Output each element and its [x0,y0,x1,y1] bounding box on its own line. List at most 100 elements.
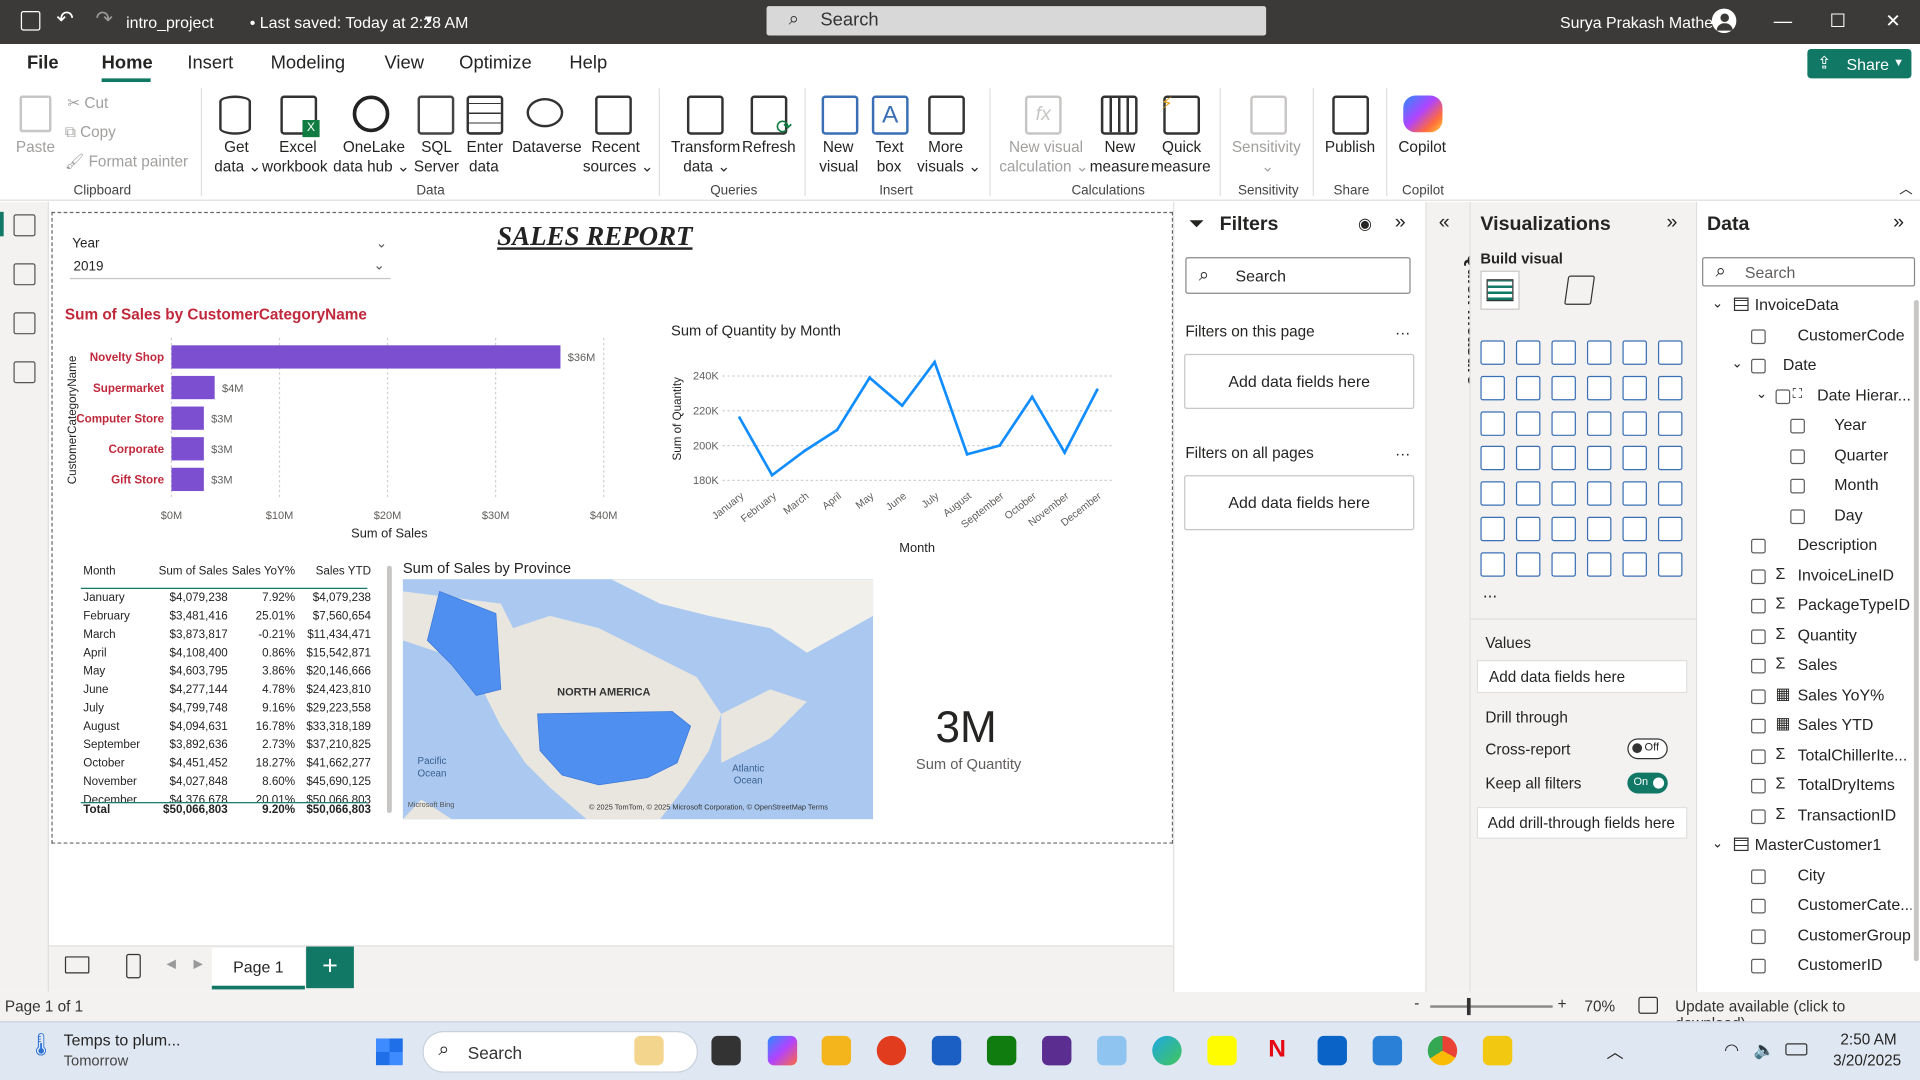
treemap-icon[interactable] [1480,446,1505,471]
slicer-new-icon[interactable] [1551,552,1576,577]
stacked-bar-icon[interactable] [1480,340,1505,365]
narrative-icon[interactable] [1622,516,1647,542]
quick-measure-button[interactable]: ⚡ Quick measure [1151,93,1212,181]
chevron-down-icon[interactable]: ⌄ [1711,296,1724,312]
trophy-icon[interactable] [1657,516,1683,542]
edge-icon[interactable] [1152,1035,1182,1066]
data-field-row[interactable]: Σ Sales [1697,653,1911,680]
decomposition-tree-icon[interactable] [1551,516,1576,542]
line-point[interactable] [770,473,774,477]
data-field-row[interactable]: Σ InvoiceLineID [1697,563,1911,590]
data-field-row[interactable]: CustomerCate... [1697,893,1911,920]
line-clustered-icon[interactable] [1657,375,1683,401]
chevron-down-icon[interactable]: ⌄ [1711,836,1724,852]
table-row[interactable]: March $3,873,817 -0.21% $11,434,471 [76,627,371,645]
area-chart-icon[interactable] [1515,375,1541,401]
new-visual-button[interactable]: New visual [816,93,865,181]
table-row[interactable]: June $4,277,144 4.78% $24,423,810 [76,682,371,700]
line-chart-icon[interactable] [1480,375,1505,401]
slicer-dropdown[interactable]: 2019 ⌄ [69,257,391,280]
undo-icon[interactable]: ↶ [56,7,74,31]
new-measure-button[interactable]: New measure [1090,93,1149,181]
add-page-button[interactable]: + [306,946,354,989]
field-checkbox[interactable] [1751,898,1766,914]
python-visual-icon[interactable] [1480,516,1505,542]
donut-chart-icon[interactable] [1657,410,1683,436]
recent-sources-button[interactable]: Recent sources ⌄ [580,93,654,181]
save-icon[interactable] [20,11,41,31]
field-checkbox[interactable] [1790,418,1805,434]
quick-measure-pane[interactable]: « Quick measure [1425,202,1484,992]
table-row[interactable]: May $4,603,795 3.86% $20,146,666 [76,664,371,682]
fit-page-icon[interactable] [1638,996,1658,1014]
power-automate-icon[interactable] [1622,552,1647,577]
column-100-icon[interactable] [1657,340,1683,365]
weather-text[interactable]: Temps to plum... [63,1031,181,1050]
data-field-row[interactable]: CustomerID [1697,953,1911,980]
data-field-row[interactable]: Σ PackageTypeID [1697,593,1911,620]
field-checkbox[interactable] [1775,388,1791,404]
tab-optimize[interactable]: Optimize [459,52,532,74]
dax-query-icon[interactable] [13,361,36,384]
data-field-row[interactable]: ▦ Sales YoY% [1697,683,1911,710]
close-button[interactable]: ✕ [1885,11,1901,32]
clustered-bar-icon[interactable] [1551,340,1576,365]
app-icon[interactable] [1097,1035,1127,1066]
data-field-row[interactable]: ⌄ MasterCustomer1 [1697,833,1911,860]
field-checkbox[interactable] [1751,748,1766,764]
data-field-row[interactable]: Day [1697,503,1911,530]
ribbon-chart-icon[interactable] [1480,410,1505,436]
key-influencers-icon[interactable] [1515,516,1541,542]
multirow-card-icon[interactable] [1480,481,1505,506]
text-box-button[interactable]: A Text box [869,93,911,181]
data-field-row[interactable]: CustomerGroup [1697,923,1911,950]
data-field-row[interactable]: Σ Quantity [1697,623,1911,650]
tab-file[interactable]: File [26,52,59,74]
minimize-button[interactable]: — [1773,11,1793,32]
field-checkbox[interactable] [1751,658,1766,674]
zoom-out-button[interactable]: - [1414,994,1420,1012]
field-checkbox[interactable] [1751,718,1766,734]
data-field-row[interactable]: Σ TotalChillerIte... [1697,743,1911,770]
more-options-icon[interactable]: … [1394,319,1411,338]
gauge-icon[interactable] [1622,446,1647,471]
table-icon[interactable] [1586,481,1612,506]
redo-icon[interactable]: ↷ [95,7,113,31]
collapse-data-icon[interactable]: » [1893,211,1904,233]
data-field-row[interactable]: Year [1697,413,1911,440]
tab-insert[interactable]: Insert [187,52,234,74]
netflix-icon[interactable]: N [1262,1035,1292,1066]
notepad-icon[interactable] [1372,1035,1403,1066]
more-options-icon[interactable]: … [1394,440,1411,460]
clock-time[interactable]: 2:50 AM [1840,1031,1897,1049]
expand-icon[interactable]: « [1438,211,1450,233]
model-view-icon[interactable] [13,312,36,335]
line-point[interactable] [1063,451,1067,455]
field-checkbox[interactable] [1751,538,1766,554]
data-search-input[interactable]: ⌕ Search [1702,257,1916,287]
card-value[interactable]: 3M [935,701,997,752]
line-point[interactable] [900,404,904,408]
card-new-icon[interactable] [1515,552,1541,577]
kpi-icon[interactable] [1515,481,1541,506]
wifi-icon[interactable]: ◠ [1724,1039,1740,1060]
stacked-column-icon[interactable] [1515,340,1541,365]
pie-chart-icon[interactable] [1622,410,1647,436]
stacked-area-icon[interactable] [1551,375,1576,401]
copilot-app-icon[interactable] [634,1035,664,1066]
data-field-row[interactable]: Σ TransactionID [1697,803,1911,830]
field-checkbox[interactable] [1790,478,1805,494]
paste-button[interactable]: Paste [12,93,59,162]
table-row[interactable]: July $4,799,748 9.16% $29,223,558 [76,700,371,718]
table-row[interactable]: September $3,892,636 2.73% $37,210,825 [76,737,371,755]
share-button[interactable]: ⇪ Share ▼ [1807,48,1912,79]
next-page-icon[interactable]: ▶ [193,957,203,972]
sensitivity-button[interactable]: Sensitivity ⌄ [1229,93,1305,181]
sql-server-button[interactable]: SQL Server [411,93,459,181]
outlook-icon[interactable] [1317,1035,1347,1066]
folder-icon[interactable] [821,1035,852,1066]
all-pages-filter-dropzone[interactable]: Add data fields here [1184,475,1415,531]
report-view-icon[interactable] [13,214,36,237]
collapse-filters-icon[interactable]: » [1394,211,1406,233]
avatar[interactable] [1711,8,1737,34]
